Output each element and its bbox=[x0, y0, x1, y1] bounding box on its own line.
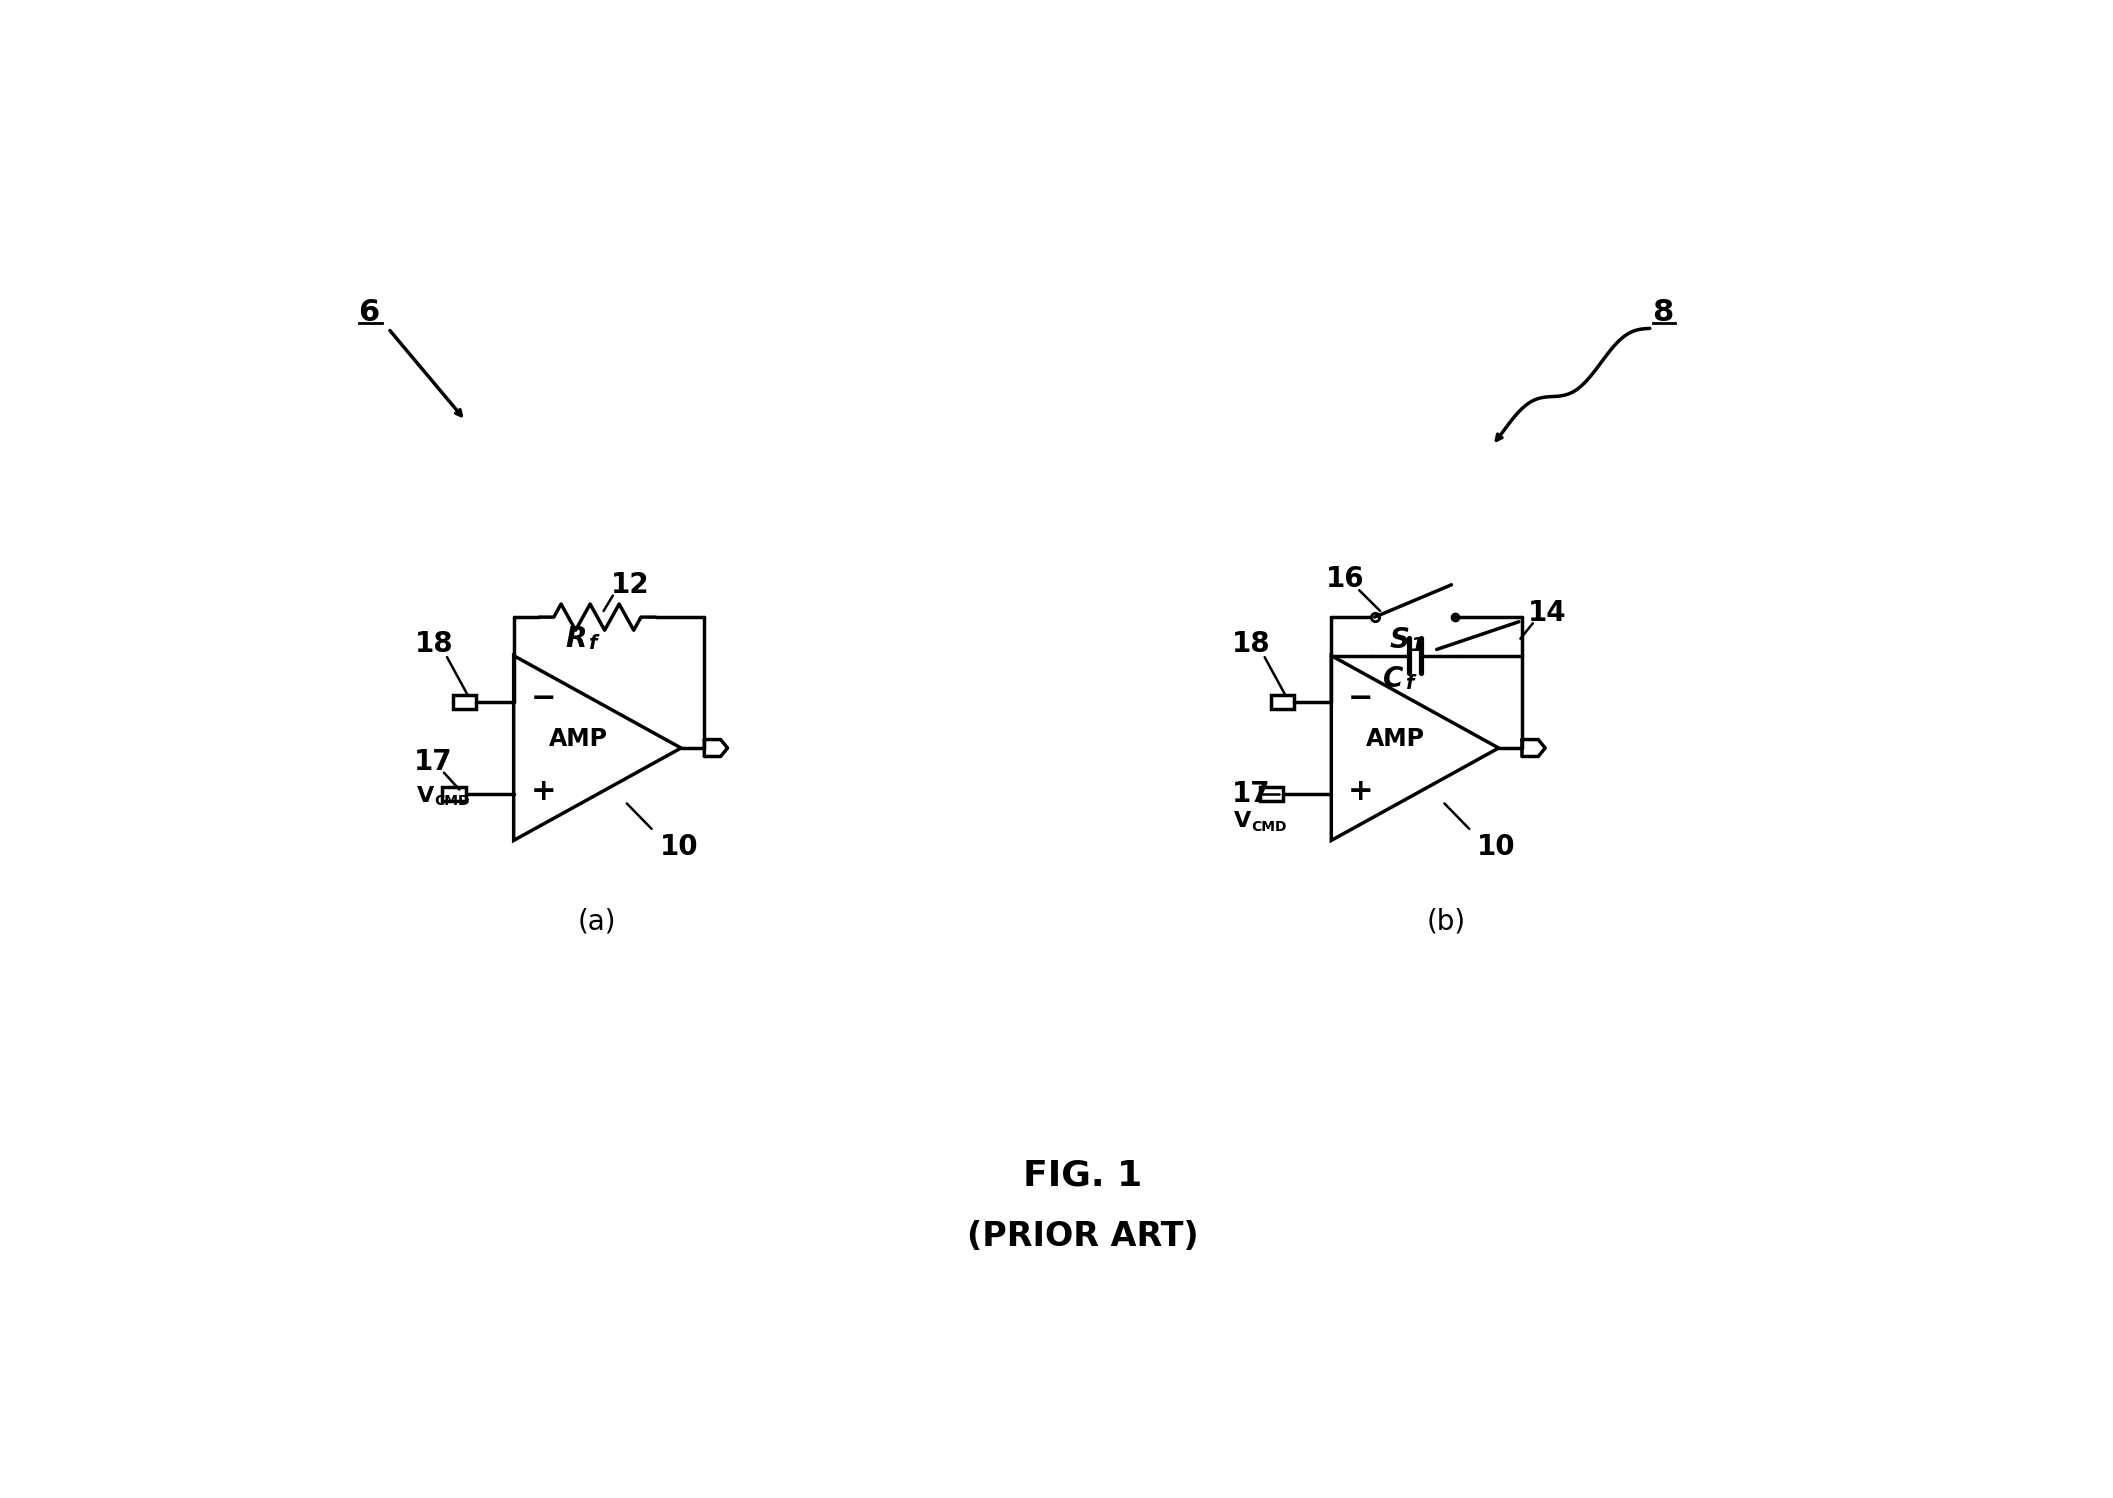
Text: CMD: CMD bbox=[433, 794, 469, 807]
Text: +: + bbox=[1348, 776, 1373, 806]
Text: CMD: CMD bbox=[1251, 819, 1287, 833]
Text: (b): (b) bbox=[1426, 908, 1466, 935]
Bar bbox=[442, 788, 465, 801]
Text: (PRIOR ART): (PRIOR ART) bbox=[968, 1221, 1198, 1254]
Text: V: V bbox=[416, 786, 433, 806]
Text: −: − bbox=[530, 685, 556, 713]
Text: 17: 17 bbox=[414, 748, 452, 776]
Text: +: + bbox=[530, 776, 556, 806]
Bar bbox=[452, 695, 475, 709]
Text: 10: 10 bbox=[659, 833, 697, 860]
Text: 18: 18 bbox=[1232, 631, 1270, 658]
Text: 14: 14 bbox=[1528, 599, 1566, 628]
Text: 18: 18 bbox=[414, 631, 452, 658]
Text: V: V bbox=[1234, 812, 1251, 831]
Text: 8: 8 bbox=[1652, 298, 1673, 328]
Text: C: C bbox=[1384, 665, 1403, 692]
Text: R: R bbox=[564, 625, 587, 653]
Bar bbox=[1259, 788, 1283, 801]
Text: f: f bbox=[587, 634, 596, 653]
Text: 16: 16 bbox=[1327, 565, 1365, 593]
Text: 10: 10 bbox=[1477, 833, 1515, 860]
Text: 17: 17 bbox=[1232, 780, 1270, 809]
Text: 6: 6 bbox=[357, 298, 380, 328]
Text: 12: 12 bbox=[611, 571, 649, 599]
Text: 1: 1 bbox=[1409, 637, 1424, 655]
Bar bbox=[1270, 695, 1293, 709]
Text: −: − bbox=[1348, 685, 1373, 713]
Text: AMP: AMP bbox=[1367, 727, 1424, 750]
Text: FIG. 1: FIG. 1 bbox=[1023, 1158, 1143, 1192]
Text: f: f bbox=[1405, 674, 1414, 694]
Text: (a): (a) bbox=[579, 908, 617, 935]
Text: S: S bbox=[1390, 626, 1409, 655]
Text: AMP: AMP bbox=[549, 727, 609, 750]
